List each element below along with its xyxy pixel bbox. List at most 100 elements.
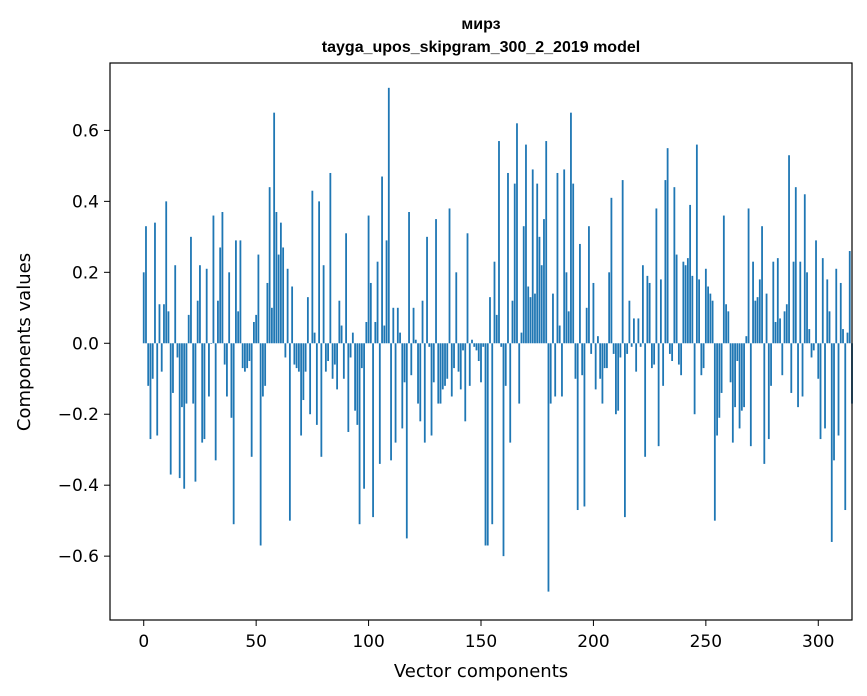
bar-component-39: [230, 343, 233, 418]
bar-component-229: [657, 343, 660, 447]
bar-component-282: [776, 258, 779, 344]
bar-component-93: [351, 332, 354, 344]
bar-component-185: [558, 325, 561, 344]
bar-component-222: [641, 265, 644, 344]
bar-component-15: [176, 343, 179, 358]
bar-component-213: [621, 180, 624, 344]
bar-component-96: [358, 343, 361, 525]
bar-component-280: [772, 261, 775, 344]
bar-component-253: [711, 300, 714, 344]
bar-component-240: [682, 261, 685, 344]
bar-component-143: [464, 343, 467, 422]
bar-component-112: [394, 343, 397, 443]
bar-component-67: [293, 343, 296, 365]
bar-component-166: [516, 123, 518, 344]
bar-component-208: [610, 197, 613, 344]
bar-component-297: [810, 343, 813, 358]
bar-component-230: [659, 279, 662, 344]
bar-component-234: [668, 343, 671, 354]
bar-component-59: [275, 212, 278, 344]
bar-component-220: [637, 318, 640, 344]
bar-component-209: [612, 343, 615, 354]
bar-component-277: [765, 293, 768, 344]
bar-component-88: [340, 325, 343, 344]
x-tick-label: 100: [352, 632, 384, 652]
bar-component-51: [257, 254, 260, 344]
bar-component-165: [513, 183, 516, 344]
bar-component-294: [803, 194, 806, 344]
bar-component-6: [156, 343, 159, 436]
bar-component-30: [210, 343, 213, 344]
bar-component-100: [367, 215, 370, 344]
bar-component-73: [306, 297, 309, 344]
bar-component-270: [749, 343, 752, 447]
bar-component-264: [736, 343, 739, 362]
bar-component-305: [828, 311, 831, 344]
bar-component-2: [147, 343, 150, 386]
bar-component-261: [729, 343, 732, 383]
bar-component-136: [448, 208, 451, 344]
bar-component-52: [259, 343, 262, 546]
bar-component-148: [475, 343, 478, 351]
bar-component-254: [713, 343, 716, 521]
bar-component-194: [579, 243, 581, 344]
bar-component-79: [320, 343, 323, 457]
bar-component-219: [635, 343, 638, 372]
bar-component-16: [178, 343, 181, 479]
bar-component-103: [374, 321, 377, 344]
bar-component-178: [543, 219, 545, 344]
bar-component-307: [833, 343, 835, 461]
bar-component-40: [232, 343, 235, 525]
bar-component-114: [399, 332, 401, 344]
bar-component-116: [403, 343, 406, 383]
bar-component-133: [441, 343, 444, 390]
bar-component-68: [295, 343, 298, 369]
bar-component-287: [788, 155, 790, 344]
bar-component-137: [450, 343, 453, 397]
bar-component-201: [594, 343, 597, 390]
y-tick-label: −0.4: [58, 476, 99, 496]
bar-component-49: [253, 321, 255, 344]
bar-component-168: [520, 332, 523, 344]
bar-component-48: [250, 343, 253, 457]
bar-component-111: [392, 307, 395, 344]
bar-component-144: [466, 233, 469, 344]
plot-frame: [109, 62, 853, 621]
bar-component-221: [639, 343, 642, 347]
bar-component-286: [785, 304, 788, 344]
bar-component-89: [342, 343, 345, 379]
bar-component-154: [489, 297, 491, 344]
bar-component-58: [273, 112, 276, 344]
bar-component-82: [327, 343, 329, 362]
bar-component-71: [302, 343, 305, 401]
bar-component-150: [480, 343, 482, 383]
bar-component-247: [698, 279, 700, 344]
bar-component-102: [372, 343, 374, 518]
bar-component-109: [387, 87, 390, 344]
bar-component-64: [286, 268, 289, 344]
bar-component-123: [419, 343, 422, 422]
bar-component-63: [284, 343, 287, 358]
bar-component-18: [183, 343, 186, 489]
y-tick-label: 0.0: [72, 334, 99, 354]
bar-component-14: [174, 265, 177, 344]
x-tick-label: 250: [690, 632, 722, 652]
bar-component-90: [345, 233, 347, 344]
bar-component-151: [482, 343, 485, 347]
x-axis-label: Vector components: [394, 661, 568, 682]
bar-component-27: [203, 343, 206, 440]
bar-component-91: [347, 343, 350, 432]
bar-component-23: [194, 343, 197, 482]
bar-component-278: [767, 343, 770, 440]
x-tick-label: 50: [245, 632, 267, 652]
bar-component-281: [774, 321, 777, 344]
bar-component-149: [477, 343, 480, 362]
bar-component-241: [684, 265, 687, 344]
bar-component-152: [484, 343, 487, 546]
bar-component-156: [493, 261, 496, 344]
bar-component-218: [633, 318, 635, 344]
bar-component-173: [531, 169, 534, 344]
bar-component-99: [365, 321, 368, 344]
bar-component-43: [239, 240, 242, 344]
